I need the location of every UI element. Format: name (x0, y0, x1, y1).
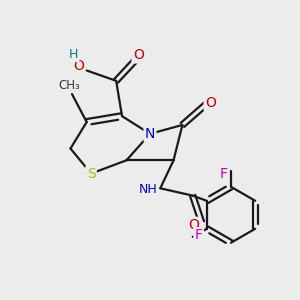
Text: O: O (189, 218, 200, 232)
Text: F: F (220, 167, 228, 181)
Text: O: O (73, 59, 84, 73)
Text: F: F (195, 228, 203, 242)
Text: H: H (69, 48, 78, 61)
Text: CH₃: CH₃ (58, 79, 80, 92)
Text: N: N (145, 127, 155, 141)
Text: S: S (87, 167, 95, 181)
Text: O: O (133, 48, 144, 62)
Text: O: O (205, 96, 216, 110)
Text: NH: NH (139, 183, 158, 196)
